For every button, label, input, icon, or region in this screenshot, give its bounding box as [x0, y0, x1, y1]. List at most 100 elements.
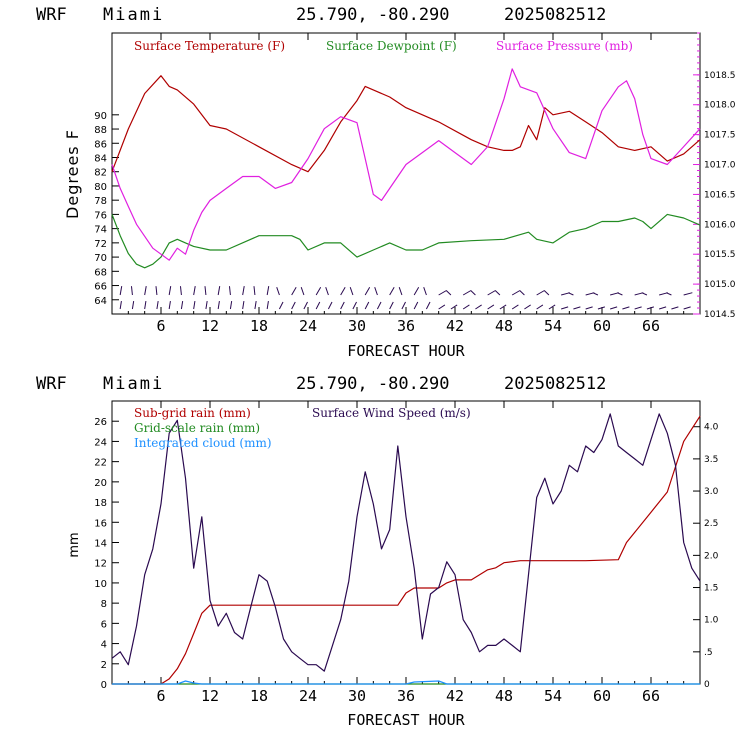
wind-barb-lower — [376, 301, 382, 310]
series-line-1 — [112, 415, 701, 685]
y-tick-label: 70 — [94, 253, 107, 264]
wind-barb-upper — [398, 287, 403, 296]
y2-tick-label: 1.0 — [704, 616, 719, 626]
wind-barb-lower — [511, 304, 519, 310]
wind-barb-lower — [242, 300, 245, 310]
wind-barb-lower — [229, 300, 233, 310]
x-tick-label: 12 — [201, 317, 219, 335]
wind-barb-lower — [475, 304, 482, 310]
wind-barb-lower — [413, 301, 419, 310]
wind-barb-upper — [445, 290, 452, 296]
wind-barb-upper — [592, 292, 599, 296]
wind-barb-upper — [119, 286, 123, 296]
y-tick-label: 2 — [101, 660, 107, 671]
y2-tick-label: 3.0 — [704, 487, 719, 497]
wind-barb-lower — [217, 300, 220, 310]
y2-tick-label: 1016.5 — [704, 190, 736, 200]
y-tick-label: 4 — [101, 640, 107, 651]
series-line-2 — [111, 213, 701, 269]
wind-barb-upper — [168, 286, 172, 296]
series-line-3 — [112, 680, 700, 685]
x-tick-label: 6 — [156, 687, 165, 705]
y-tick-label: 26 — [94, 417, 107, 428]
top-series-lines — [111, 68, 701, 269]
x-tick-label: 48 — [495, 317, 513, 335]
wind-barb-lower — [646, 306, 655, 310]
wind-barb-lower — [180, 300, 184, 310]
wind-barb-upper — [242, 286, 245, 296]
wind-barb-lower — [144, 300, 147, 310]
top-run-label: 2025082512 — [504, 5, 606, 25]
top-model-label: WRF — [36, 5, 67, 25]
wind-barb-upper — [144, 286, 147, 296]
x-tick-label: 42 — [446, 687, 464, 705]
y-tick-label: 16 — [94, 518, 107, 529]
y2-tick-label: 1014.5 — [704, 310, 736, 320]
wind-barb-upper — [567, 292, 574, 296]
bottom-location-label: Miami — [103, 374, 164, 394]
wind-barb-lower — [254, 300, 257, 310]
y2-tick-label: 2.5 — [704, 519, 718, 529]
wind-barb-lower — [291, 301, 296, 310]
x-tick-label: 60 — [593, 687, 611, 705]
wind-barb-lower — [278, 301, 284, 310]
y-tick-label: 90 — [94, 111, 107, 122]
wind-barb-upper — [253, 286, 256, 296]
y-tick-label: 86 — [94, 139, 107, 150]
legend-surface-pressure: Surface Pressure (mb) — [496, 39, 633, 53]
x-tick-label: 60 — [593, 317, 611, 335]
wind-barb-lower — [597, 306, 606, 310]
wind-barb-upper — [438, 290, 447, 296]
top-location-label: Miami — [103, 5, 164, 25]
x-tick-label: 54 — [544, 317, 562, 335]
y2-tick-label: 1015.0 — [704, 280, 736, 290]
wind-barb-lower — [303, 301, 308, 310]
x-tick-label: 36 — [397, 687, 415, 705]
wind-barb-lower — [168, 300, 171, 310]
y2-tick-label: 3.5 — [704, 455, 718, 465]
y-tick-label: 68 — [94, 267, 107, 278]
wind-barb-lower — [499, 304, 507, 310]
y-tick-label: 14 — [94, 539, 107, 550]
x-tick-label: 6 — [156, 317, 165, 335]
wind-barb-lower — [131, 300, 135, 310]
y-tick-label: 6 — [101, 619, 107, 630]
bottom-y-axis-label: mm — [67, 532, 82, 557]
bottom-x-axis: 6 12 18 24 30 36 42 48 54 60 66 — [127, 401, 685, 705]
bottom-series-lines — [111, 413, 701, 685]
y-tick-label: 82 — [94, 168, 107, 179]
wind-barb-upper — [228, 286, 231, 296]
x-tick-label: 24 — [299, 317, 317, 335]
y2-tick-label: 1.5 — [704, 584, 718, 594]
x-tick-label: 48 — [495, 687, 513, 705]
x-tick-label: 42 — [446, 317, 464, 335]
wind-barb-lower — [585, 306, 593, 310]
wind-barb-lower — [193, 300, 196, 310]
wind-barb-upper — [204, 286, 207, 296]
wind-barb-lower — [487, 304, 495, 310]
bottom-right-y-axis: 0 .5 1.0 1.5 2.0 2.5 3.0 3.5 4.0 — [693, 423, 719, 690]
y-tick-label: 88 — [94, 125, 107, 136]
y-tick-label: 66 — [94, 282, 107, 293]
x-tick-label: 36 — [397, 317, 415, 335]
y-tick-label: 12 — [94, 559, 107, 570]
wind-barb-upper — [665, 292, 672, 296]
wind-barb-upper — [266, 286, 270, 296]
x-tick-label: 12 — [201, 687, 219, 705]
top-legend: Surface Temperature (F) Surface Dewpoint… — [134, 39, 633, 53]
wind-barb-lower — [401, 301, 406, 310]
wind-barb-upper — [276, 287, 280, 296]
bottom-x-axis-label: FORECAST HOUR — [347, 711, 465, 729]
wind-barb-upper — [315, 286, 322, 296]
wind-barb-lower — [266, 300, 269, 310]
wind-barb-upper — [155, 286, 158, 296]
y2-tick-label: 2.0 — [704, 551, 719, 561]
wind-barb-lower — [364, 301, 370, 310]
y-tick-label: 18 — [94, 498, 107, 509]
precipitation-wind-panel: 6 12 18 24 30 36 42 48 54 60 66 024681012141618202… — [67, 400, 719, 729]
bottom-coords-label: 25.790, -80.290 — [296, 374, 450, 394]
wind-barb-lower — [389, 301, 394, 310]
legend-surface-dewpoint: Surface Dewpoint (F) — [326, 39, 457, 53]
x-tick-label: 18 — [250, 687, 268, 705]
